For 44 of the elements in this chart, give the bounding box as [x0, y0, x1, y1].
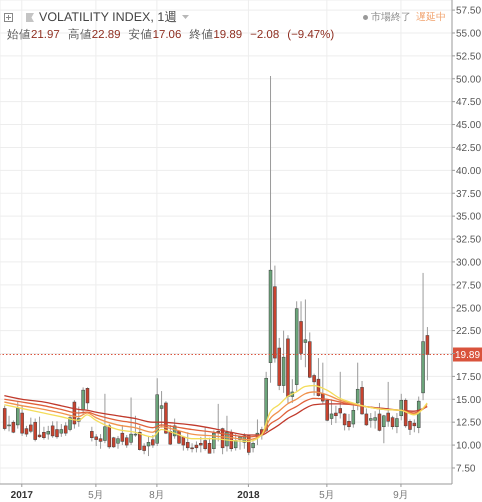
- candlestick: [316, 358, 320, 398]
- x-tick-label: 2018: [237, 490, 260, 501]
- x-tick-label: 2017: [10, 490, 34, 501]
- annotation: 遅延中: [416, 10, 446, 24]
- candlestick: [116, 435, 120, 450]
- candlestick: [208, 437, 212, 454]
- candlestick: [194, 440, 198, 453]
- y-tick-label: 55.00: [456, 28, 482, 40]
- y-tick-label: 52.50: [456, 51, 482, 62]
- y-tick-label: 17.50: [456, 372, 482, 383]
- candlestick: [378, 402, 382, 432]
- candlestick: [330, 398, 334, 426]
- x-tick-label: 5月: [319, 490, 335, 501]
- text: VOLATILITY INDEX, 1週: [39, 8, 178, 26]
- y-tick-label: 57.50: [456, 6, 482, 17]
- y-tick-label: 10.00: [456, 440, 482, 452]
- ref-line-label: 19.89: [454, 350, 480, 362]
- y-tick-label: 40.00: [456, 166, 482, 177]
- y-tick-label: 35.00: [456, 212, 482, 223]
- y-tick-label: 32.50: [456, 234, 482, 246]
- candlestick: [146, 436, 150, 457]
- candlestick: [129, 396, 133, 446]
- x-tick-label: 8月: [149, 490, 165, 501]
- y-tick-label: 15.00: [456, 394, 482, 406]
- y-tick-label: 12.50: [456, 418, 482, 429]
- x-tick-label: 9月: [393, 490, 409, 501]
- y-tick-label: 45.00: [456, 120, 482, 132]
- candlestick: [390, 415, 394, 430]
- y-tick-label: 47.50: [456, 97, 482, 108]
- candlestick: [38, 416, 42, 438]
- text: 始値21.97 高値22.89 安値17.06 終値19.89 −2.08 (−9.47%): [7, 29, 334, 41]
- candlestick: [347, 413, 351, 431]
- y-tick-label: 30.00: [456, 257, 482, 268]
- annotation: 市場終了: [370, 10, 411, 24]
- y-tick-label: 50.00: [456, 74, 482, 86]
- y-tick-label: 27.50: [456, 280, 482, 292]
- y-tick-label: 42.50: [456, 142, 482, 154]
- y-tick-label: 7.50: [456, 464, 476, 475]
- y-tick-label: 22.50: [456, 326, 482, 338]
- x-tick-label: 5月: [88, 490, 104, 501]
- y-tick-label: 37.50: [456, 188, 482, 200]
- candlestick: [90, 426, 94, 442]
- y-tick-label: 25.00: [456, 303, 482, 314]
- candlestick: [55, 420, 59, 440]
